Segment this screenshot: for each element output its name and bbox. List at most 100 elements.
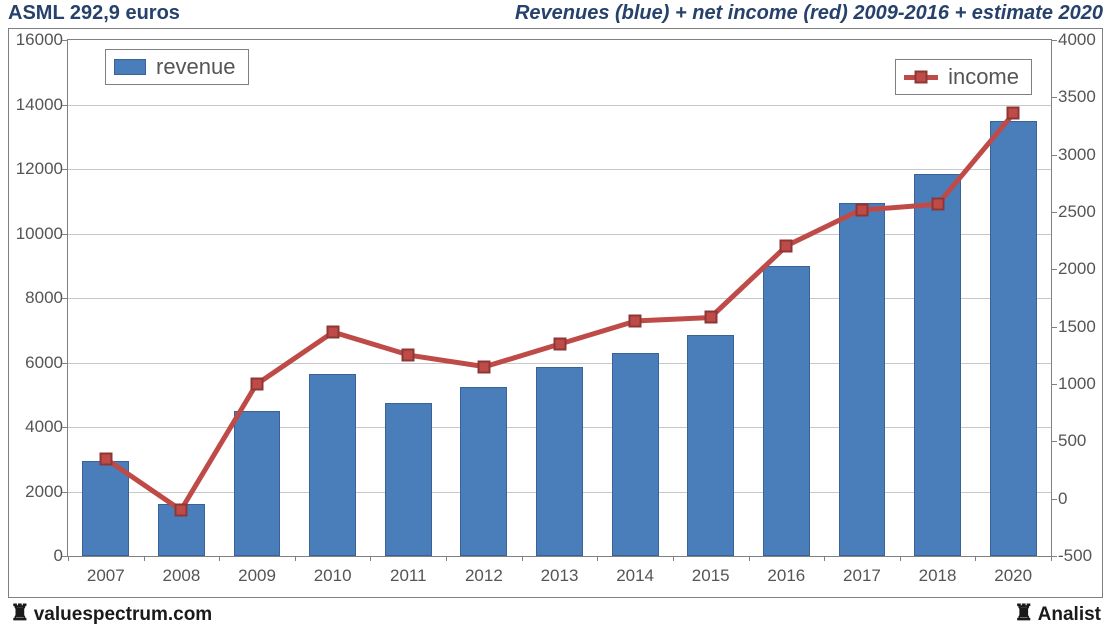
y-left-tick-label: 16000 <box>9 30 63 50</box>
x-tick <box>295 556 296 561</box>
y-right-tick <box>1052 441 1057 442</box>
chess-rook-icon: ♜ <box>1014 600 1034 625</box>
gridline <box>68 105 1051 106</box>
y-right-tick <box>1052 556 1057 557</box>
bar-revenue <box>612 353 659 556</box>
bar-revenue <box>687 335 734 556</box>
chart-header: ASML 292,9 euros Revenues (blue) + net i… <box>0 0 1111 26</box>
y-left-tick <box>62 492 67 493</box>
gridline <box>68 169 1051 170</box>
marker-income <box>553 337 566 350</box>
bar-revenue <box>309 374 356 556</box>
x-tick <box>749 556 750 561</box>
x-tick <box>597 556 598 561</box>
x-tick <box>68 556 69 561</box>
marker-income <box>477 360 490 373</box>
x-tick-label: 2020 <box>994 566 1032 586</box>
y-right-tick <box>1052 269 1057 270</box>
y-left-tick-label: 6000 <box>9 353 63 373</box>
x-tick-label: 2017 <box>843 566 881 586</box>
y-left-tick <box>62 169 67 170</box>
y-left-tick <box>62 427 67 428</box>
bar-revenue <box>385 403 432 556</box>
footer-left-text: valuespectrum.com <box>34 604 212 625</box>
y-right-tick-label: 3500 <box>1058 87 1104 107</box>
y-left-tick-label: 14000 <box>9 95 63 115</box>
y-right-tick-label: 500 <box>1058 431 1104 451</box>
y-right-tick-label: 4000 <box>1058 30 1104 50</box>
y-right-tick <box>1052 155 1057 156</box>
x-tick-label: 2012 <box>465 566 503 586</box>
gridline <box>68 363 1051 364</box>
plot-outer-box: revenue income 0200040006000800010000120… <box>8 28 1103 598</box>
gridline <box>68 234 1051 235</box>
y-right-tick-label: -500 <box>1058 546 1104 566</box>
legend-revenue-swatch <box>114 59 146 75</box>
marker-income <box>931 197 944 210</box>
x-tick-label: 2009 <box>238 566 276 586</box>
line-segment-income <box>483 341 560 369</box>
line-segment-income <box>635 315 711 323</box>
legend-revenue-label: revenue <box>156 54 236 80</box>
x-tick <box>522 556 523 561</box>
bar-revenue <box>82 461 129 556</box>
y-right-tick-label: 2500 <box>1058 202 1104 222</box>
y-left-tick <box>62 363 67 364</box>
bar-revenue <box>914 174 961 556</box>
marker-income <box>251 378 264 391</box>
x-tick <box>824 556 825 561</box>
bar-revenue <box>990 121 1037 556</box>
chart-title-left: ASML 292,9 euros <box>8 2 180 25</box>
line-segment-income <box>332 330 409 358</box>
bar-revenue <box>234 411 281 556</box>
y-left-tick-label: 4000 <box>9 417 63 437</box>
marker-income <box>629 314 642 327</box>
y-left-tick <box>62 40 67 41</box>
y-right-tick-label: 1000 <box>1058 374 1104 394</box>
x-tick-label: 2010 <box>314 566 352 586</box>
marker-income <box>402 349 415 362</box>
y-right-tick <box>1052 327 1057 328</box>
marker-income <box>855 203 868 216</box>
marker-income <box>326 326 339 339</box>
y-right-tick-label: 0 <box>1058 489 1104 509</box>
x-tick <box>1051 556 1052 561</box>
x-tick <box>975 556 976 561</box>
y-left-tick-label: 12000 <box>9 159 63 179</box>
y-right-tick-label: 1500 <box>1058 317 1104 337</box>
y-right-tick <box>1052 97 1057 98</box>
x-tick <box>446 556 447 561</box>
bar-revenue <box>763 266 810 556</box>
x-tick-label: 2018 <box>919 566 957 586</box>
y-left-tick <box>62 105 67 106</box>
y-left-tick <box>62 556 67 557</box>
x-tick-label: 2014 <box>616 566 654 586</box>
footer-right: ♜Analist <box>1014 602 1101 626</box>
x-tick <box>219 556 220 561</box>
plot-area <box>67 39 1052 557</box>
bar-revenue <box>839 203 886 556</box>
footer-right-text: Analist <box>1038 604 1101 625</box>
x-tick-label: 2013 <box>541 566 579 586</box>
line-segment-income <box>559 319 636 347</box>
marker-income <box>1007 107 1020 120</box>
x-tick <box>900 556 901 561</box>
chess-rook-icon: ♜ <box>10 600 30 625</box>
y-left-tick-label: 0 <box>9 546 63 566</box>
x-tick <box>144 556 145 561</box>
bar-revenue <box>460 387 507 556</box>
chart-footer: ♜valuespectrum.com ♜Analist <box>0 601 1111 627</box>
y-right-tick-label: 3000 <box>1058 145 1104 165</box>
x-tick-label: 2011 <box>390 566 427 586</box>
y-left-tick-label: 2000 <box>9 482 63 502</box>
y-right-tick <box>1052 212 1057 213</box>
y-left-tick-label: 10000 <box>9 224 63 244</box>
legend-revenue: revenue <box>105 49 249 85</box>
legend-income: income <box>895 59 1032 95</box>
x-tick <box>370 556 371 561</box>
marker-income <box>780 240 793 253</box>
y-right-tick <box>1052 40 1057 41</box>
marker-income <box>99 452 112 465</box>
chart-container: ASML 292,9 euros Revenues (blue) + net i… <box>0 0 1111 627</box>
x-tick-label: 2008 <box>163 566 201 586</box>
